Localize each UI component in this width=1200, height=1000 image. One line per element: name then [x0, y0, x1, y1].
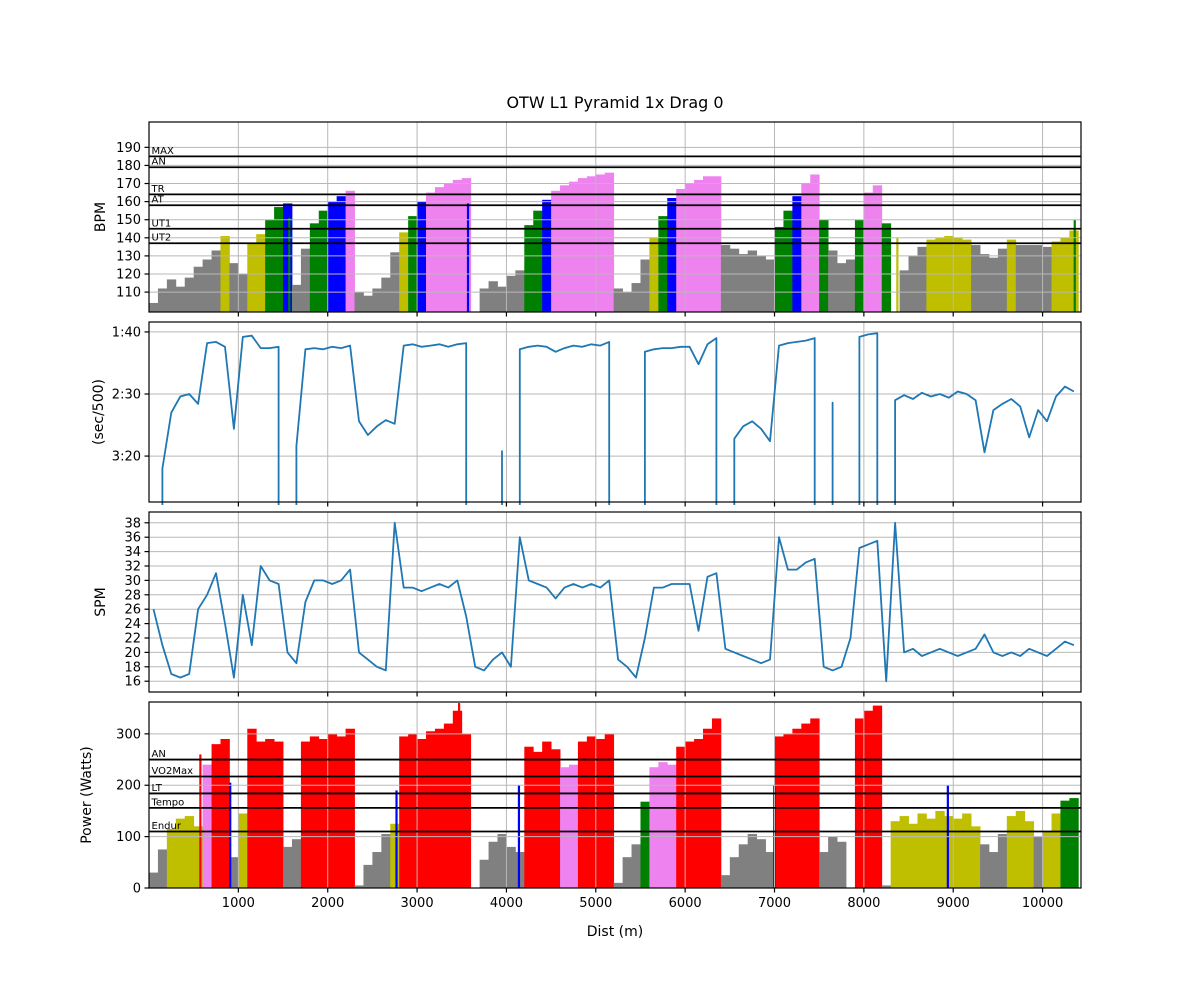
- xtick-8000: 8000: [847, 896, 880, 911]
- bpm-zone-label-at: AT: [152, 195, 165, 206]
- xtick-7000: 7000: [758, 896, 791, 911]
- pace-ytick: 2:30: [112, 388, 141, 403]
- bpm-ytick: 150: [116, 213, 141, 228]
- xtick-2000: 2000: [311, 896, 344, 911]
- bpm-ytick: 190: [116, 141, 141, 156]
- power-zone-label-endur: Endur: [152, 821, 182, 832]
- spm-ytick: 32: [124, 560, 141, 575]
- bpm-zone-label-ut2: UT2: [152, 233, 172, 244]
- spm-ytick: 22: [124, 632, 141, 647]
- power-zone-label-lt: LT: [152, 783, 163, 794]
- power-zone-label-an: AN: [152, 749, 166, 760]
- spm-ytick: 28: [124, 588, 141, 603]
- power-zone-label-vo2max: VO2Max: [152, 766, 194, 777]
- bpm-ytick: 180: [116, 159, 141, 174]
- spm-ytick: 20: [124, 646, 141, 661]
- bpm-ytick: 120: [116, 268, 141, 283]
- x-axis-label: Dist (m): [586, 924, 644, 940]
- spm-ytick: 36: [124, 531, 141, 546]
- xtick-3000: 3000: [401, 896, 434, 911]
- xtick-9000: 9000: [937, 896, 970, 911]
- power-ytick: 100: [116, 830, 141, 845]
- pace-ytick: 1:40: [112, 325, 141, 340]
- spm-ytick: 24: [124, 617, 141, 632]
- power-ytick: 200: [116, 779, 141, 794]
- bpm-zone-label-an: AN: [152, 157, 166, 168]
- chart-title: OTW L1 Pyramid 1x Drag 0: [506, 93, 724, 112]
- bpm-ytick: 170: [116, 177, 141, 192]
- spm-ytick: 30: [124, 574, 141, 589]
- bpm-ytick: 130: [116, 249, 141, 264]
- bpm-ytick: 160: [116, 195, 141, 210]
- bpm-ytick: 140: [116, 231, 141, 246]
- power-chart: AN VO2Max LT Tempo Endur 0 100 200 300 1000 2000 30…: [116, 701, 1082, 911]
- bpm-zone-label-tr: TR: [151, 184, 165, 195]
- power-ytick: 300: [116, 727, 141, 742]
- bpm-zone-label-max: MAX: [152, 146, 174, 157]
- spm-ytick: 16: [124, 675, 141, 690]
- spm-ytick: 34: [124, 545, 141, 560]
- spm-ytick: 26: [124, 603, 141, 618]
- xtick-10000: 10000: [1022, 896, 1063, 911]
- power-ytick: 0: [133, 882, 141, 897]
- pace-chart: 1:40 2:30 3:20: [112, 321, 1082, 507]
- spm-ytick: 38: [124, 516, 141, 531]
- xtick-6000: 6000: [669, 896, 702, 911]
- power-zone-label-tempo: Tempo: [151, 797, 185, 808]
- spm-ytick: 18: [124, 660, 141, 675]
- pace-ytick: 3:20: [112, 450, 141, 465]
- xtick-1000: 1000: [222, 896, 255, 911]
- bpm-zone-label-ut1: UT1: [152, 218, 172, 229]
- xtick-4000: 4000: [490, 896, 523, 911]
- bpm-ytick: 110: [116, 286, 141, 301]
- xtick-5000: 5000: [579, 896, 612, 911]
